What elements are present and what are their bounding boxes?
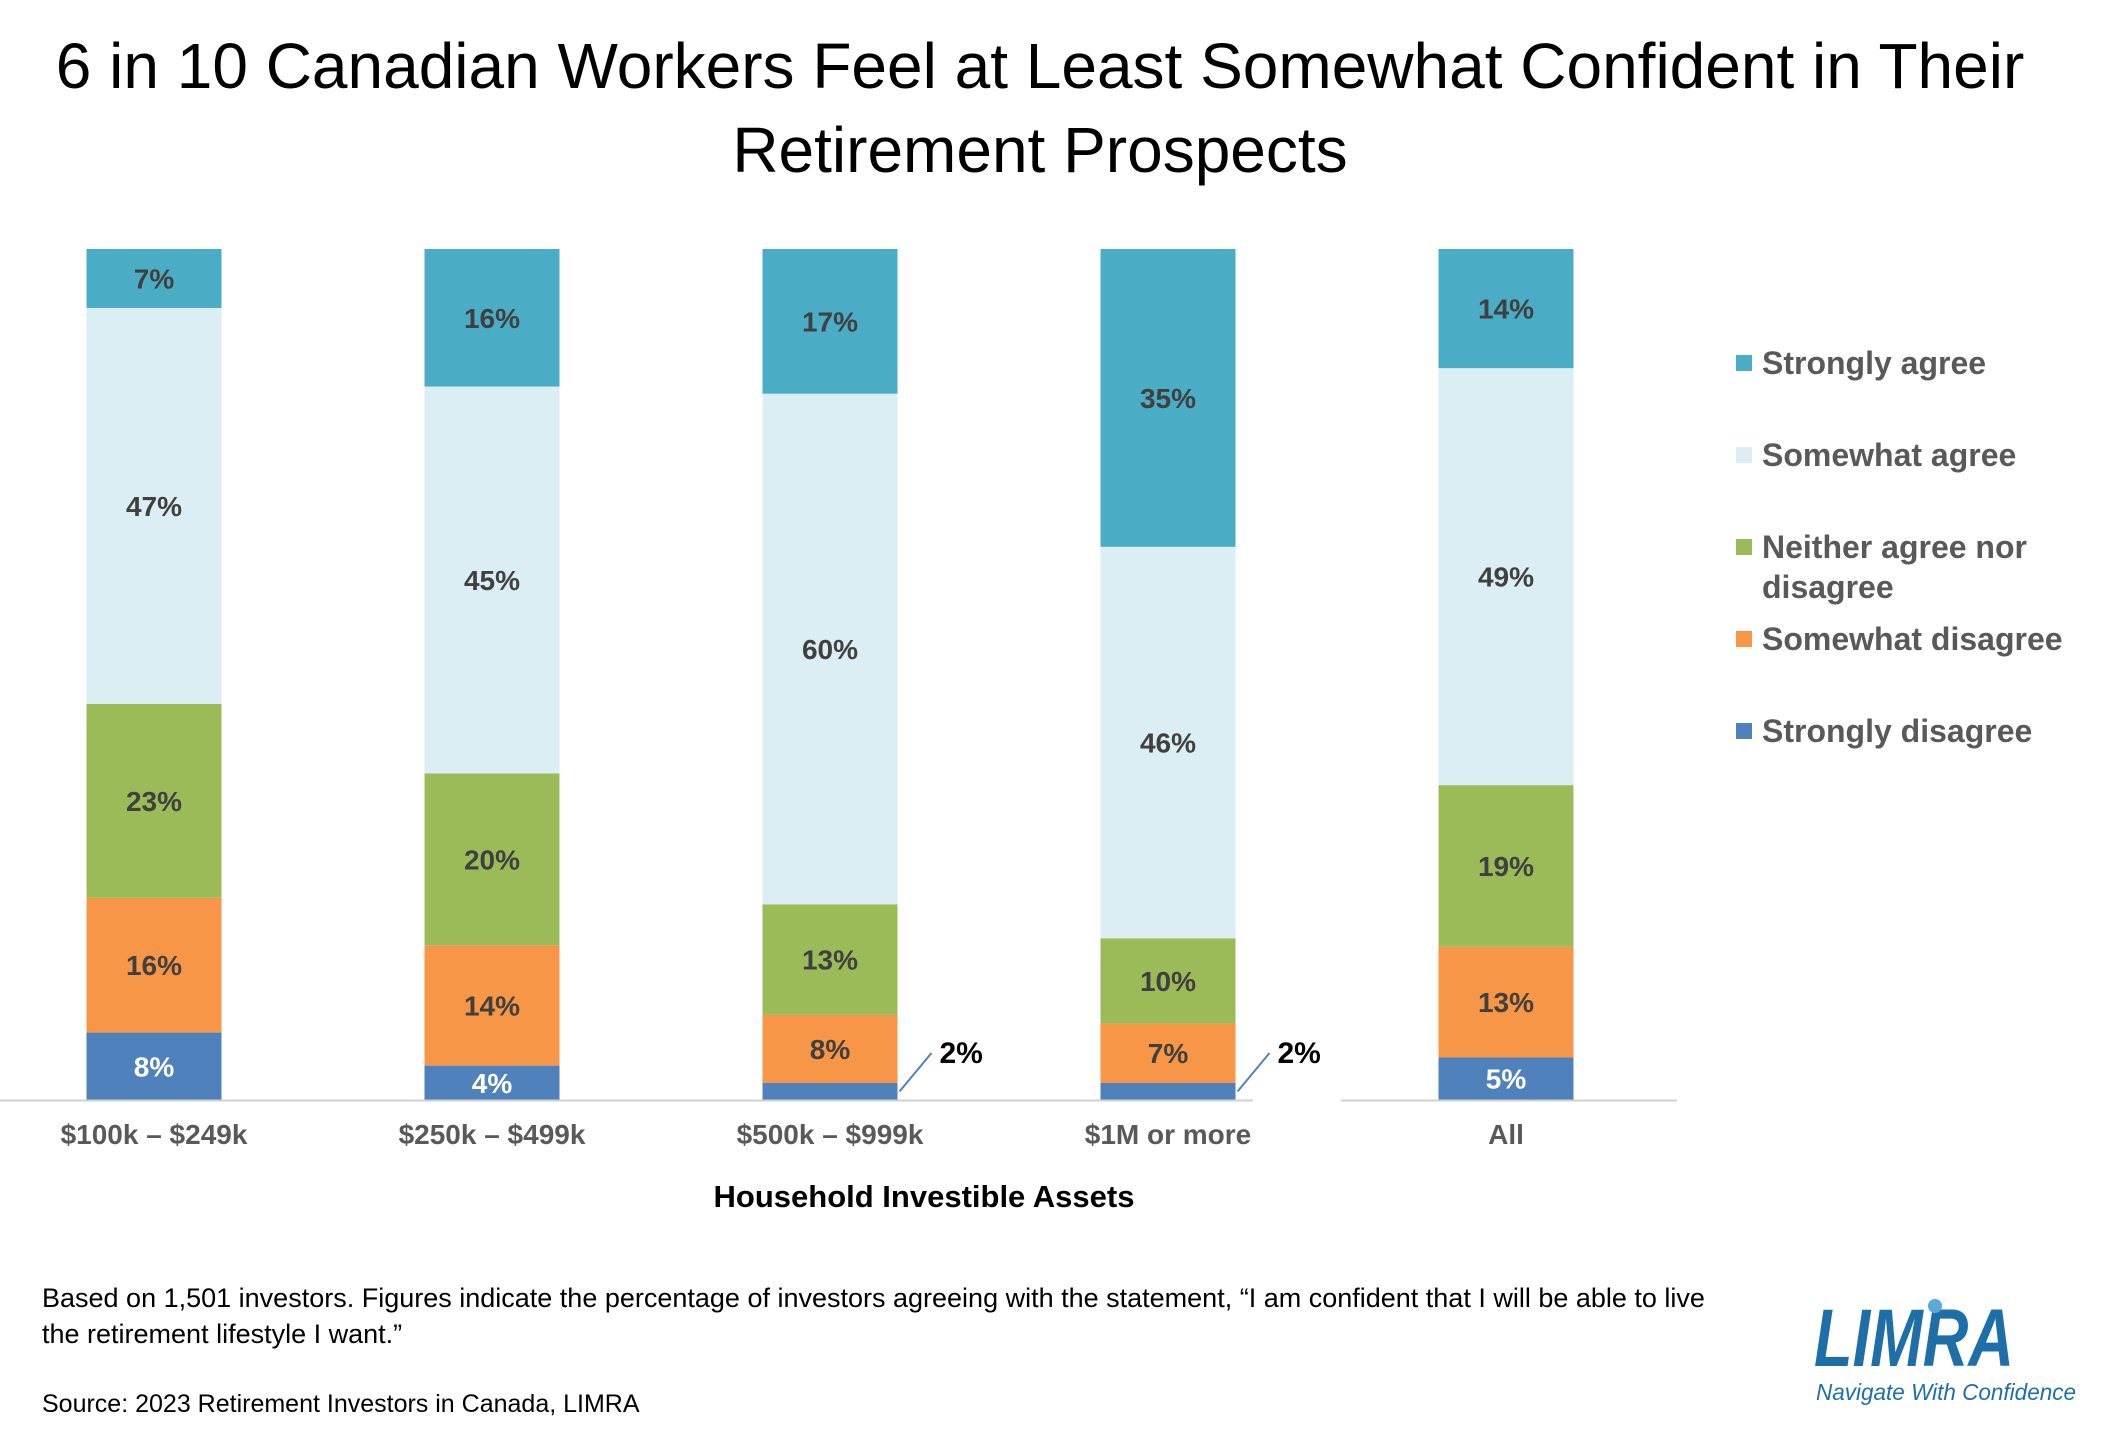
data-label-somewhat-agree-0: 47%: [126, 491, 182, 522]
legend-label-somewhat-disagree: Somewhat disagree: [1762, 621, 2063, 657]
x-tick-label-0: $100k – $249k: [61, 1119, 248, 1150]
data-label-somewhat-disagree-2: 8%: [810, 1034, 851, 1065]
data-label-strongly-agree-4: 14%: [1478, 294, 1534, 325]
bar-strongly-disagree-2: [762, 1082, 898, 1100]
x-tick-label-3: $1M or more: [1085, 1119, 1252, 1150]
bar-strongly-disagree-1: [424, 1065, 560, 1100]
bar-strongly-disagree-4: [1438, 1057, 1574, 1100]
legend-swatch-strongly-disagree: [1736, 723, 1752, 739]
bar-neither-agree-nor-disagree-4: [1438, 785, 1574, 947]
data-label-somewhat-agree-2: 60%: [802, 634, 858, 665]
logo-tagline: Navigate With Confidence: [1816, 1379, 2076, 1405]
bar-neither-agree-nor-disagree-2: [762, 904, 898, 1015]
data-label-somewhat-disagree-3: 7%: [1148, 1038, 1189, 1069]
bar-somewhat-disagree-1: [424, 945, 560, 1066]
data-label-strongly-disagree-3: 2%: [1278, 1037, 1321, 1070]
logo-wordmark: LIMRA: [1814, 1293, 2014, 1384]
legend-swatch-neither-agree-nor-disagree: [1736, 539, 1752, 555]
chart-title: 6 in 10 Canadian Workers Feel at Least S…: [55, 30, 2025, 186]
bar-somewhat-agree-0: [86, 307, 222, 704]
data-label-neither-agree-nor-disagree-3: 10%: [1140, 966, 1196, 997]
legend-label-strongly-agree: Strongly agree: [1762, 345, 1986, 381]
bar-strongly-agree-3: [1100, 249, 1236, 547]
legend-label-neither-agree-nor-disagree: Neither agree nor disagree: [1762, 529, 2027, 605]
legend-swatch-somewhat-agree: [1736, 447, 1752, 463]
data-label-neither-agree-nor-disagree-2: 13%: [802, 945, 858, 976]
data-labels-layer: 8% 16% 23% 47% 7% 4% 14% 20% 45% 16% 2% 8% 13% 60% 17%…: [126, 263, 1534, 1098]
data-label-somewhat-disagree-0: 16%: [126, 950, 182, 981]
bar-somewhat-disagree-3: [1100, 1023, 1236, 1083]
bar-somewhat-agree-2: [762, 393, 898, 905]
bar-somewhat-agree-4: [1438, 368, 1574, 786]
data-label-neither-agree-nor-disagree-4: 19%: [1478, 851, 1534, 882]
data-label-somewhat-disagree-1: 14%: [464, 990, 520, 1021]
limra-logo: LIMRA Navigate With Confidence: [1814, 1293, 2076, 1405]
data-label-strongly-disagree-2: 2%: [940, 1037, 983, 1070]
bar-somewhat-disagree-2: [762, 1014, 898, 1083]
data-label-strongly-agree-2: 17%: [802, 306, 858, 337]
data-label-somewhat-disagree-4: 13%: [1478, 987, 1534, 1018]
data-label-strongly-agree-0: 7%: [134, 263, 175, 294]
data-label-strongly-disagree-4: 5%: [1486, 1064, 1527, 1095]
bar-neither-agree-nor-disagree-1: [424, 773, 560, 946]
leader-line-2: [898, 1052, 933, 1093]
bar-strongly-agree-1: [424, 249, 560, 387]
bar-somewhat-agree-1: [424, 386, 560, 774]
x-axis-title: Household Investible Assets: [714, 1179, 1135, 1214]
leader-line-3: [1236, 1052, 1271, 1093]
data-label-somewhat-agree-3: 46%: [1140, 728, 1196, 759]
legend: Strongly agree Somewhat agree Neither agre…: [1736, 345, 2063, 749]
data-label-somewhat-agree-1: 45%: [464, 565, 520, 596]
bar-somewhat-disagree-4: [1438, 946, 1574, 1058]
bar-neither-agree-nor-disagree-3: [1100, 938, 1236, 1024]
bar-somewhat-agree-3: [1100, 546, 1236, 939]
legend-label-somewhat-agree: Somewhat agree: [1762, 437, 2016, 473]
data-label-strongly-disagree-0: 8%: [134, 1051, 175, 1082]
data-label-strongly-agree-1: 16%: [464, 303, 520, 334]
x-axis: $100k – $249k $250k – $499k $500k – $999k $…: [0, 1099, 1677, 1150]
data-label-neither-agree-nor-disagree-0: 23%: [126, 786, 182, 817]
bar-strongly-agree-0: [86, 249, 222, 308]
legend-swatch-somewhat-disagree: [1736, 631, 1752, 647]
bar-strongly-disagree-3: [1100, 1082, 1236, 1100]
bar-strongly-agree-4: [1438, 249, 1574, 369]
data-label-strongly-disagree-1: 4%: [472, 1068, 513, 1099]
footnote: Based on 1,501 investors. Figures indica…: [42, 1283, 1705, 1349]
data-label-somewhat-agree-4: 49%: [1478, 562, 1534, 593]
x-tick-label-4: All: [1488, 1119, 1524, 1150]
bars-layer: [86, 249, 1574, 1100]
bar-strongly-disagree-0: [86, 1032, 222, 1100]
data-label-strongly-agree-3: 35%: [1140, 383, 1196, 414]
legend-label-strongly-disagree: Strongly disagree: [1762, 713, 2032, 749]
logo-globe-icon: [1928, 1299, 1942, 1313]
data-label-neither-agree-nor-disagree-1: 20%: [464, 844, 520, 875]
x-tick-label-1: $250k – $499k: [399, 1119, 586, 1150]
legend-swatch-strongly-agree: [1736, 355, 1752, 371]
bar-somewhat-disagree-0: [86, 897, 222, 1033]
bar-strongly-agree-2: [762, 249, 898, 394]
x-tick-label-2: $500k – $999k: [737, 1119, 924, 1150]
bar-neither-agree-nor-disagree-0: [86, 703, 222, 898]
source-note: Source: 2023 Retirement Investors in Can…: [42, 1390, 640, 1418]
